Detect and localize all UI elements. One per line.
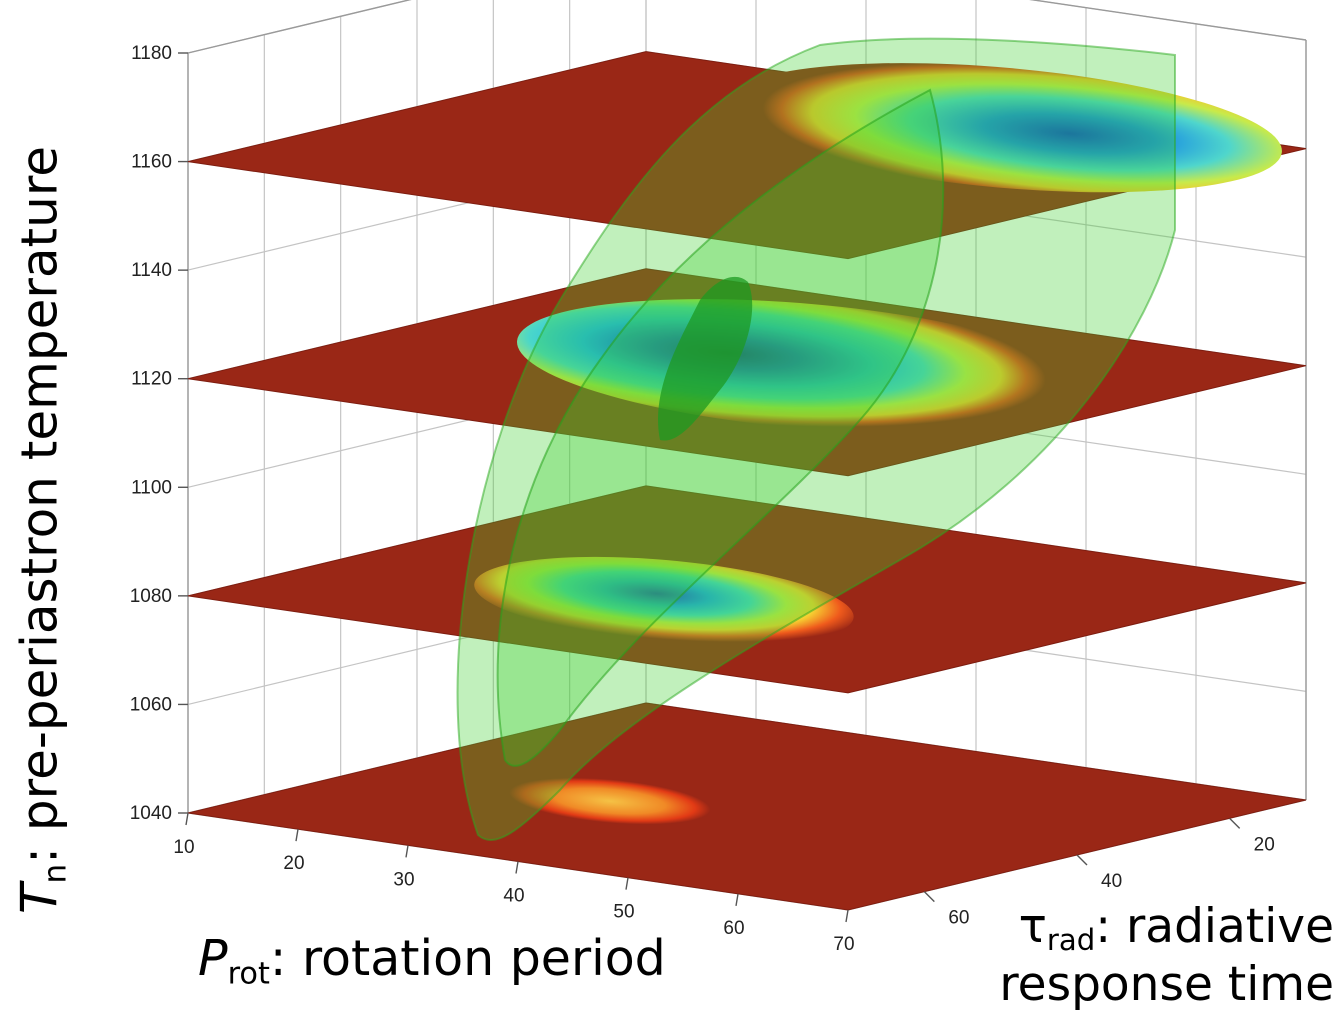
z-tick-label: 1060: [130, 694, 172, 715]
y-tick-label: 20: [1254, 834, 1275, 855]
x-tick-mark: [405, 845, 409, 858]
x-tick-mark: [625, 877, 629, 890]
y-tick-mark: [1076, 854, 1088, 866]
x-tick-label: 10: [173, 837, 194, 858]
y-tick-label: 60: [948, 908, 969, 929]
x-tick-label: 40: [503, 886, 524, 907]
slice-blob-1160: [723, 63, 1282, 193]
y-axis-title: τrad: radiative response time: [999, 899, 1334, 1012]
iso-surface-inner: [496, 88, 945, 767]
z-tick-label: 1180: [131, 43, 172, 64]
x-tick-label: 70: [833, 934, 854, 955]
y-tick-mark: [923, 891, 935, 903]
z-tick-label: 1120: [131, 369, 172, 390]
x-axis-title: Prot: rotation period: [198, 930, 666, 992]
x-tick-mark: [735, 893, 739, 906]
z-axis-title: Tn: pre-periastron temperature: [10, 145, 74, 915]
y-tick-mark: [1229, 817, 1241, 829]
z-tick-label: 1140: [131, 260, 172, 281]
z-tick-label: 1040: [130, 803, 172, 824]
x-tick-label: 30: [393, 869, 414, 890]
grid-line: [187, 0, 1307, 54]
x-tick-label: 50: [613, 902, 634, 923]
z-tick-label: 1160: [131, 152, 172, 173]
slice-plane-1160: [187, 51, 1307, 260]
z-tick-label: 1100: [131, 477, 172, 498]
x-tick-label: 60: [723, 918, 744, 939]
slice-blob-1080: [474, 556, 854, 645]
x-tick-mark: [515, 861, 519, 874]
box-edge: [187, 0, 412, 54]
x-tick-mark: [845, 909, 849, 923]
iso-surface-core: [658, 276, 753, 441]
x-tick-mark: [185, 812, 189, 826]
slice-plane-1040: [187, 702, 1307, 911]
x-tick-mark: [295, 829, 299, 842]
x-tick-label: 20: [283, 853, 304, 874]
z-tick-label: 1080: [130, 586, 172, 607]
y-tick-label: 40: [1101, 871, 1122, 892]
box-edge: [1029, 0, 1307, 41]
